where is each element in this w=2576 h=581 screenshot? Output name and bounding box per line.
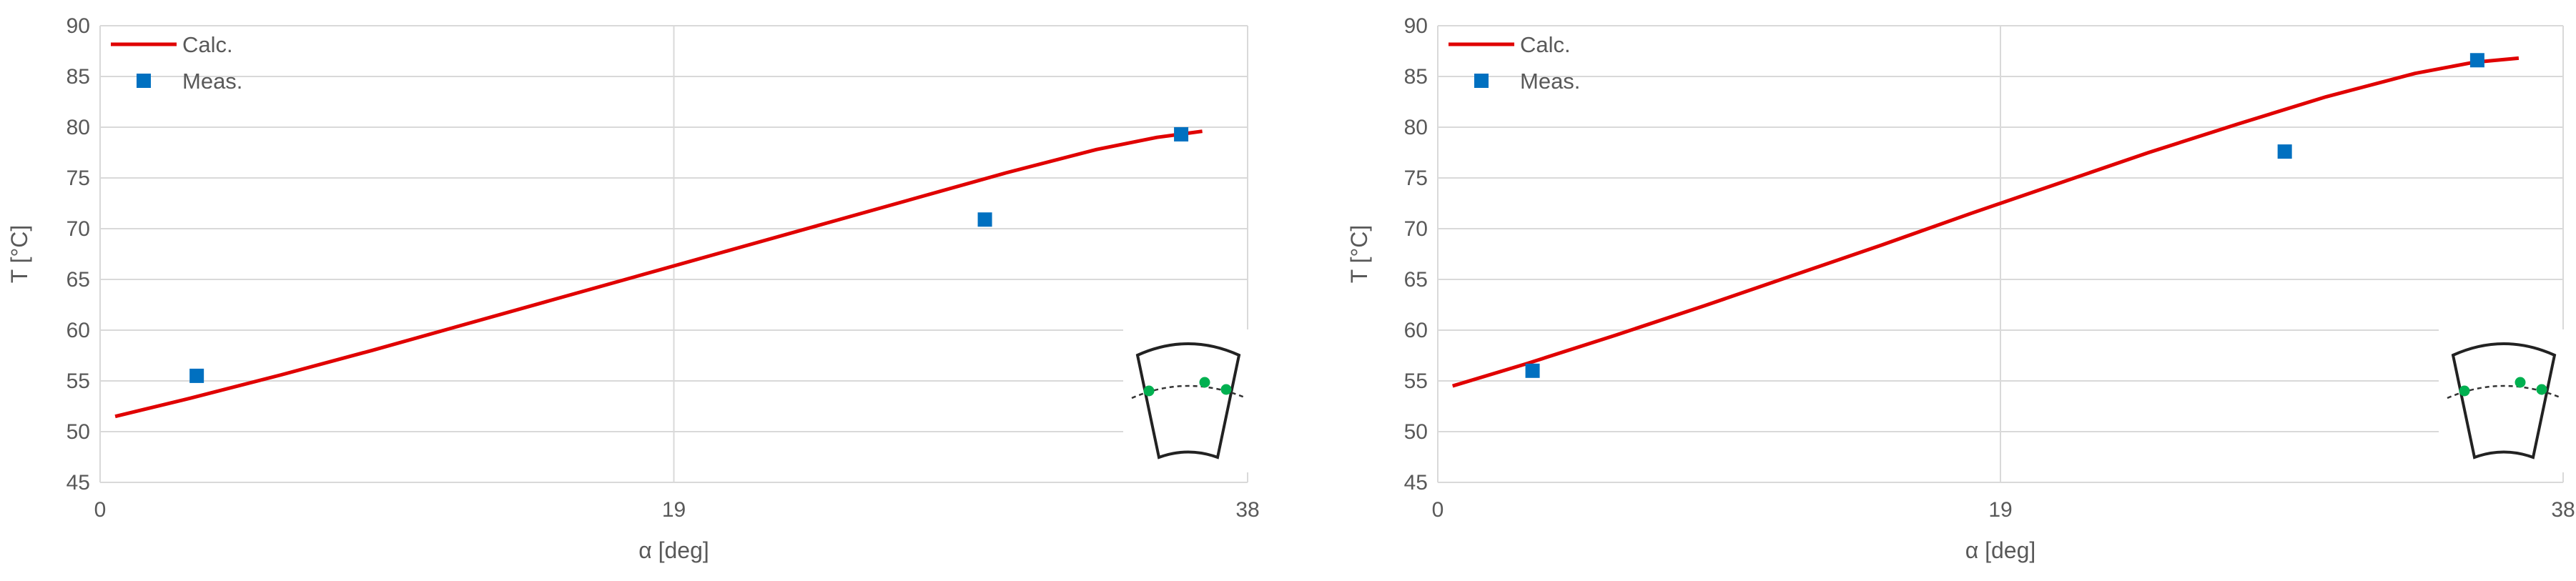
meas-marker [1525,363,1540,378]
chart-panel-2: 45 50 55 60 65 70 75 80 85 90 0 19 38 α [deg] T [°C] Ca… [1346,14,2575,563]
sector-cross-section-icon [2439,329,2564,472]
legend-entry: Meas. [1474,69,1580,94]
y-axis-title: T [°C] [1346,225,1372,284]
y-tick-label: 85 [1404,65,1428,89]
measurement-arc [2447,384,2562,399]
sector-outline [2451,342,2557,460]
legend-entry: Meas. [137,69,242,94]
calc-line [114,129,1203,419]
y-tick-label: 90 [1404,14,1428,38]
y-tick-label: 80 [66,116,90,139]
calc-line [1451,56,2520,388]
y-tick-label: 75 [1404,167,1428,190]
legend-label: Calc. [1520,32,1571,57]
y-tick-label: 65 [1404,268,1428,292]
chart-panel-1: 45 50 55 60 65 70 75 80 85 90 0 19 38 α [deg] T [°C] Ca… [6,14,1260,563]
meas-marker [1174,126,1189,141]
y-tick-label: 45 [1404,471,1428,495]
sensor-dot [2536,384,2547,395]
x-axis-title: α [deg] [1965,537,2036,563]
y-tick-label: 50 [1404,420,1428,444]
y-tick-label: 75 [66,167,90,190]
x-tick-label: 19 [662,498,686,522]
x-tick-label: 38 [1235,498,1259,522]
sensor-dot [1143,385,1155,397]
legend-marker-swatch [1474,74,1489,88]
y-tick-label: 55 [1404,369,1428,393]
y-tick-label: 70 [1404,217,1428,241]
y-tick-label: 60 [1404,319,1428,342]
legend-label: Calc. [182,32,233,57]
legend-entry: Calc. [111,32,233,57]
y-tick-label: 65 [66,268,90,292]
y-tick-label: 85 [66,65,90,89]
y-tick-label: 60 [66,319,90,342]
sector-cross-section-icon [1123,329,1248,472]
sensor-dot [1220,384,1232,395]
sector-outline [1135,342,1241,460]
sensor-dot [2515,377,2526,388]
y-tick-label: 55 [66,369,90,393]
legend-label: Meas. [182,69,242,94]
x-axis-title: α [deg] [638,537,709,563]
y-tick-label: 80 [1404,116,1428,139]
meas-marker [189,368,204,383]
sensor-dot [2459,385,2470,397]
x-tick-label: 38 [2551,498,2575,522]
y-tick-label: 50 [66,420,90,444]
legend-entry: Calc. [1449,32,1571,57]
y-axis-title: T [°C] [6,225,32,284]
x-tick-label: 19 [1988,498,2012,522]
meas-marker [2277,144,2292,159]
sensor-dot [1199,377,1210,388]
y-tick-label: 70 [66,217,90,241]
meas-marker [2469,53,2484,68]
measurement-arc [1131,384,1247,399]
x-tick-label: 0 [1432,498,1444,522]
y-tick-label: 45 [66,471,90,495]
legend-label: Meas. [1520,69,1580,94]
legend-marker-swatch [137,74,151,88]
meas-marker [977,212,992,227]
y-tick-label: 90 [66,14,90,38]
x-tick-label: 0 [94,498,107,522]
